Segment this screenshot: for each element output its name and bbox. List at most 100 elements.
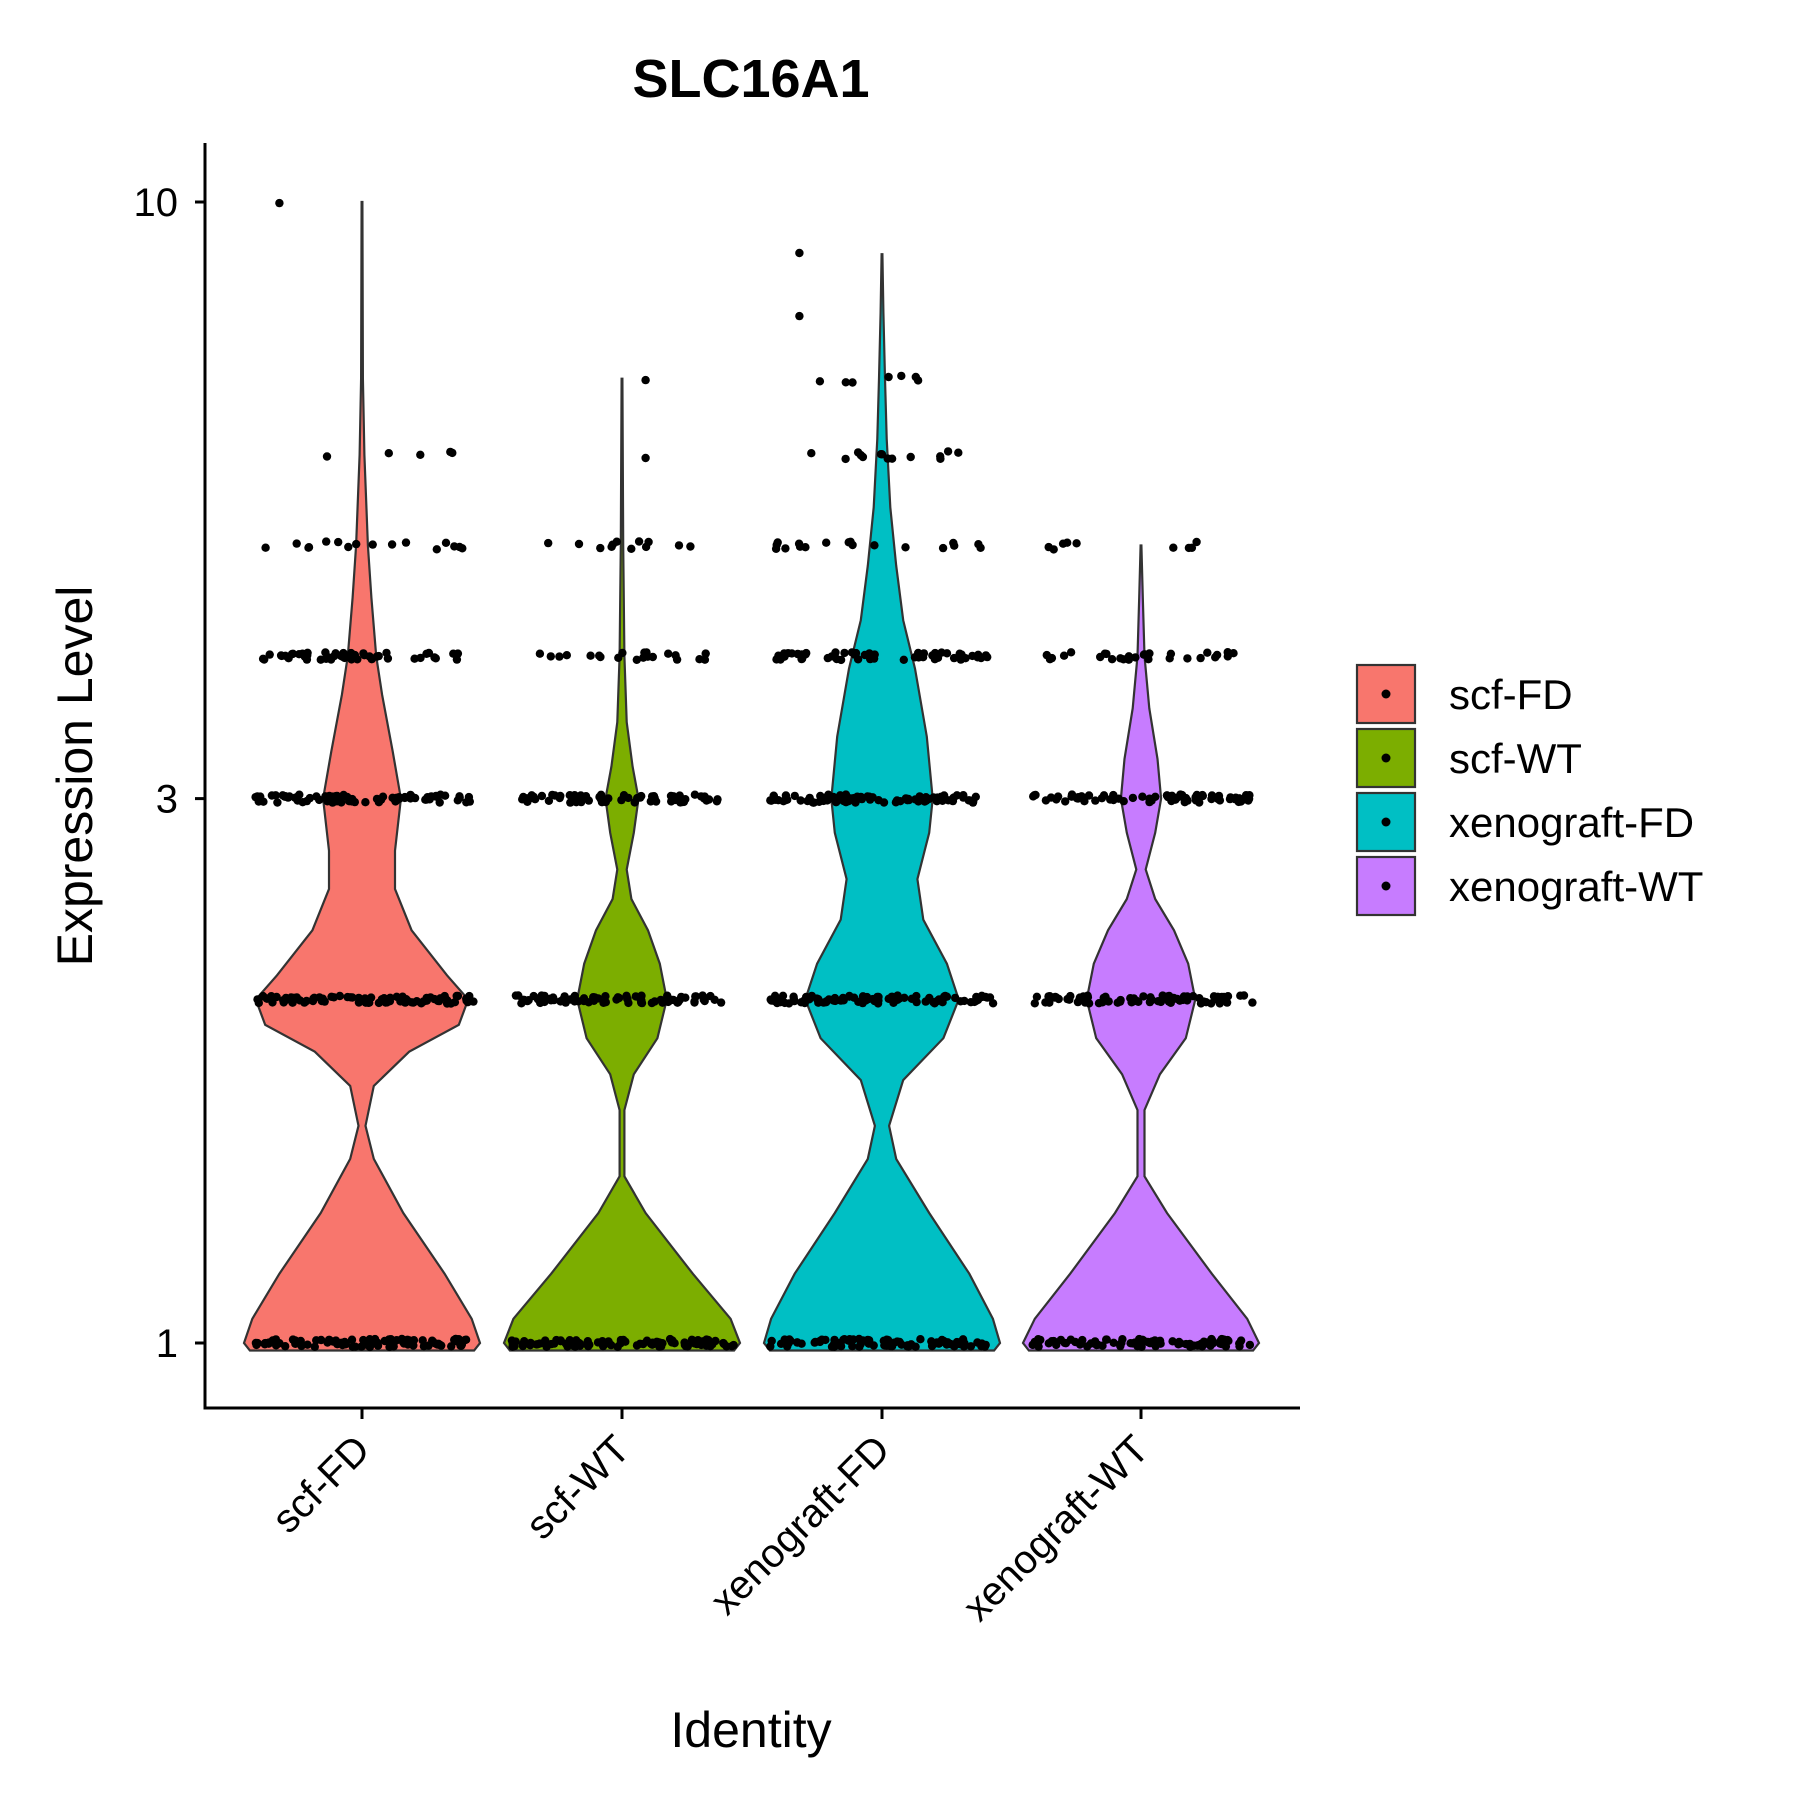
- data-point: [321, 648, 330, 657]
- data-point: [1203, 648, 1212, 657]
- data-point: [650, 997, 659, 1006]
- data-point: [267, 791, 277, 800]
- violin-xenograft-WT: [1021, 544, 1261, 1352]
- data-point: [636, 995, 645, 1004]
- data-point: [614, 653, 623, 662]
- data-point: [530, 795, 540, 804]
- data-point: [273, 798, 282, 807]
- data-point: [1235, 1342, 1244, 1351]
- data-point: [1086, 1339, 1096, 1348]
- data-point: [584, 796, 593, 805]
- data-point: [347, 655, 356, 664]
- data-point: [702, 796, 711, 805]
- data-point: [690, 997, 699, 1006]
- data-point: [302, 996, 311, 1006]
- data-point: [1075, 1340, 1085, 1349]
- data-point: [312, 1336, 321, 1345]
- data-point: [607, 542, 616, 551]
- data-point: [368, 540, 377, 549]
- data-point: [706, 1342, 715, 1351]
- data-point: [328, 792, 338, 801]
- data-point: [846, 537, 855, 546]
- data-point: [719, 1339, 729, 1349]
- data-point: [1058, 539, 1068, 548]
- data-point: [894, 994, 904, 1003]
- data-point: [1245, 791, 1254, 800]
- data-point: [595, 651, 604, 660]
- data-point: [1184, 543, 1194, 553]
- data-point: [938, 543, 948, 553]
- data-point: [572, 798, 581, 807]
- data-point: [535, 649, 545, 658]
- data-point: [518, 995, 527, 1004]
- data-point: [259, 797, 268, 806]
- data-point: [264, 1338, 274, 1347]
- data-point: [556, 1337, 565, 1346]
- data-point: [303, 651, 312, 660]
- data-point: [807, 449, 816, 458]
- data-point: [372, 794, 382, 804]
- data-point: [1104, 997, 1113, 1006]
- data-point: [361, 798, 370, 807]
- data-point: [1096, 652, 1105, 662]
- legend-key-dot: [1381, 753, 1391, 763]
- data-point: [776, 655, 785, 664]
- data-point: [932, 996, 942, 1006]
- data-point: [347, 1335, 357, 1344]
- data-point: [1163, 994, 1172, 1003]
- data-point: [949, 793, 958, 803]
- data-point: [848, 378, 857, 387]
- data-point: [1119, 797, 1128, 806]
- data-point: [634, 537, 644, 546]
- data-point: [841, 454, 850, 464]
- data-point: [261, 543, 270, 552]
- data-point: [1094, 999, 1104, 1008]
- data-point: [520, 1337, 529, 1346]
- data-point: [931, 649, 940, 658]
- data-point: [304, 543, 314, 552]
- data-point: [440, 991, 449, 1001]
- legend-item-scf-WT: scf-WT: [1355, 727, 1582, 789]
- data-point: [296, 1336, 305, 1346]
- data-point: [286, 993, 296, 1002]
- data-point: [1245, 1340, 1255, 1350]
- legend-key-dot: [1381, 689, 1391, 699]
- data-point: [832, 654, 841, 664]
- data-point: [308, 996, 318, 1006]
- data-point: [1052, 1340, 1061, 1350]
- data-point: [968, 651, 977, 661]
- data-point: [903, 1342, 912, 1351]
- data-point: [1066, 648, 1076, 657]
- data-point: [400, 792, 410, 802]
- data-point: [331, 649, 340, 658]
- legend: scf-FD scf-WT xenograft-FD xenograft-WT: [1355, 663, 1703, 917]
- data-point: [943, 447, 953, 456]
- data-point: [1072, 794, 1082, 803]
- data-point: [435, 798, 444, 807]
- points-scf-WT: [507, 375, 738, 1352]
- data-point: [690, 790, 700, 799]
- data-point: [251, 792, 260, 802]
- data-point: [657, 1342, 666, 1351]
- legend-key-dot: [1381, 881, 1391, 891]
- data-point: [865, 1336, 874, 1345]
- data-point: [637, 791, 646, 801]
- data-point: [252, 1340, 261, 1350]
- data-point: [1194, 1341, 1203, 1350]
- data-point: [1174, 1340, 1183, 1349]
- data-point: [403, 1335, 412, 1345]
- data-point: [844, 793, 853, 802]
- data-point: [632, 655, 641, 664]
- data-point: [365, 1335, 374, 1344]
- data-point: [988, 999, 998, 1008]
- data-point: [593, 1338, 603, 1347]
- data-point: [845, 992, 854, 1001]
- data-point: [312, 792, 321, 801]
- data-point: [555, 652, 564, 661]
- data-point: [563, 1342, 572, 1351]
- data-point: [1212, 650, 1222, 660]
- data-point: [431, 1339, 440, 1348]
- data-point: [821, 998, 831, 1007]
- data-point: [822, 538, 831, 547]
- data-point: [971, 792, 980, 801]
